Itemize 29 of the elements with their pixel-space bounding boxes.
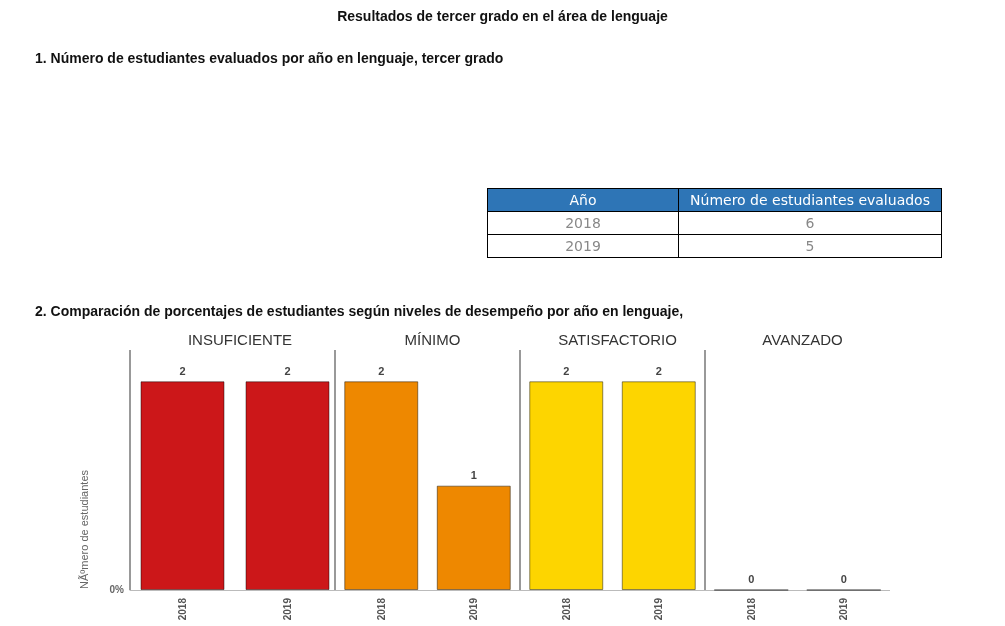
text: 1. Número de estudiantes evaluados por año en lenguaje, tercer grado [35,50,504,66]
text: Número de estudiantes evaluados [678,188,942,212]
text: 2. Comparación de porcentajes de estudiantes según niveles de desempeño por año en lenguaje, [35,303,684,319]
x-tick-label: 2019 [282,597,293,621]
data-label: 1 [470,469,477,482]
data-label: 2 [563,364,570,377]
data-label: 0 [840,573,847,585]
y-axis-title: NÃºmero de estudiantes [77,469,90,589]
x-tick-label: 2018 [560,597,572,621]
text: 2019 [487,234,679,258]
data-label: 2 [378,364,385,377]
chart-title: SATISFACTORIO [558,331,677,348]
data-label: 2 [655,364,662,377]
x-tick-label: 2018 [375,597,387,621]
data-label: 0 [748,573,755,585]
data-label: 2 [179,364,186,377]
text: 0% [109,583,125,595]
x-tick-label: 2019 [468,597,480,621]
text: 5 [678,234,942,258]
text: Año [487,188,679,212]
chart-title: MÍNIMO [404,331,461,348]
text: AVANZADO [762,331,843,348]
text: 2018 [487,211,679,235]
x-tick-label: 2018 [177,597,188,621]
text: Resultados de tercer grado en el área de lenguaje [336,8,669,24]
text: 6 [678,211,942,235]
x-tick-label: 2019 [653,597,665,621]
chart-title: INSUFICIENTE [187,331,293,348]
data-label: 2 [284,364,291,377]
